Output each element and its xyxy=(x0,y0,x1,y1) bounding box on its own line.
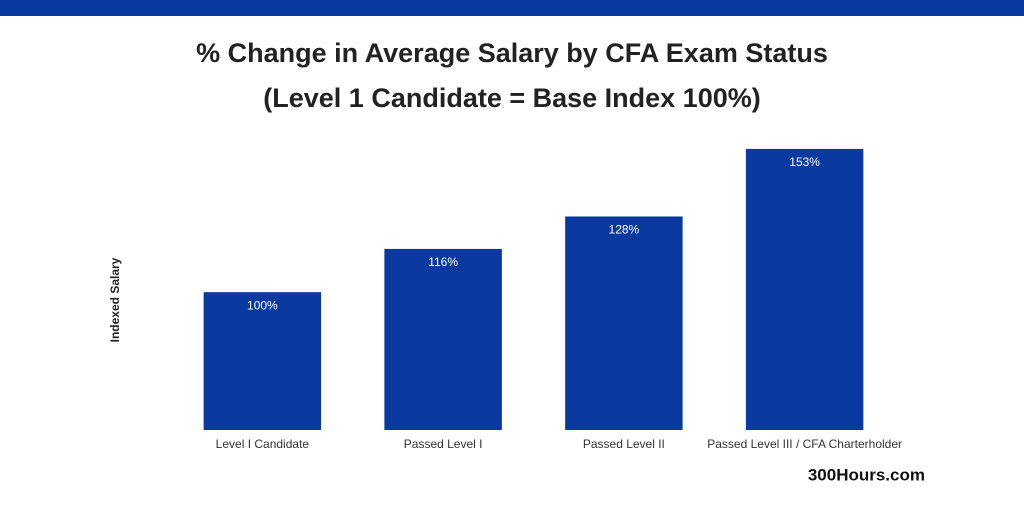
value-label: 128% xyxy=(609,223,640,237)
y-axis-label: Indexed Salary xyxy=(108,257,122,342)
bar xyxy=(745,148,864,430)
chart-subtitle: (Level 1 Candidate = Base Index 100%) xyxy=(263,83,760,113)
x-tick-label: Passed Level I xyxy=(404,437,483,451)
x-tick-label: Passed Level III / CFA Charterholder xyxy=(707,437,902,451)
x-tick-label: Passed Level II xyxy=(583,437,665,451)
bar xyxy=(565,216,683,430)
x-tick-label: Level I Candidate xyxy=(216,437,310,451)
bar xyxy=(384,248,502,430)
value-label: 116% xyxy=(428,255,458,269)
chart-title: % Change in Average Salary by CFA Exam S… xyxy=(196,38,828,68)
bar xyxy=(203,292,322,430)
value-label: 100% xyxy=(247,298,278,312)
top-band xyxy=(0,0,1024,16)
value-label: 153% xyxy=(789,155,820,169)
source: 300Hours.com xyxy=(808,465,925,484)
